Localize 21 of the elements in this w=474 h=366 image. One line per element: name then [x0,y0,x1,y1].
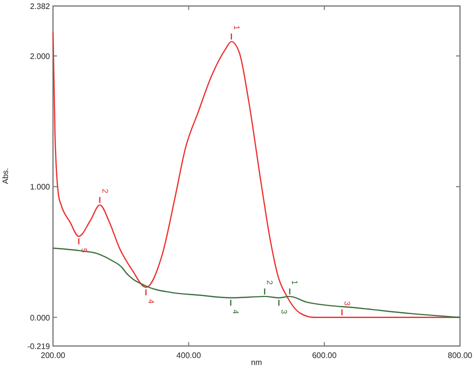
y-tick-label: 2.382 [30,2,51,11]
annotation: 1 [290,280,300,286]
x-axis-title: nm [250,358,262,366]
line-series [52,247,461,318]
y-tick-label: 0.000 [30,313,51,322]
annotation: 4 [231,310,240,315]
annotation: 2 [100,188,110,194]
y-tick-label: 2.000 [30,52,51,61]
x-tick-label: 400.00 [176,351,202,360]
annotation: 3 [279,310,288,315]
y-tick-label: -0.219 [27,342,51,351]
annotation: 4 [146,299,156,304]
y-tick-label: 1.000 [30,182,51,192]
x-tick-label: 600.00 [312,351,338,360]
annotation: 3 [342,301,352,306]
x-tick-label: 800.00 [448,351,473,360]
annotation: 5 [79,248,88,254]
y-axis-title: Abs. [1,168,10,184]
annotation: 2 [265,280,274,286]
x-tick-label: 200.00 [40,351,66,360]
annotation: 1 [232,25,241,30]
